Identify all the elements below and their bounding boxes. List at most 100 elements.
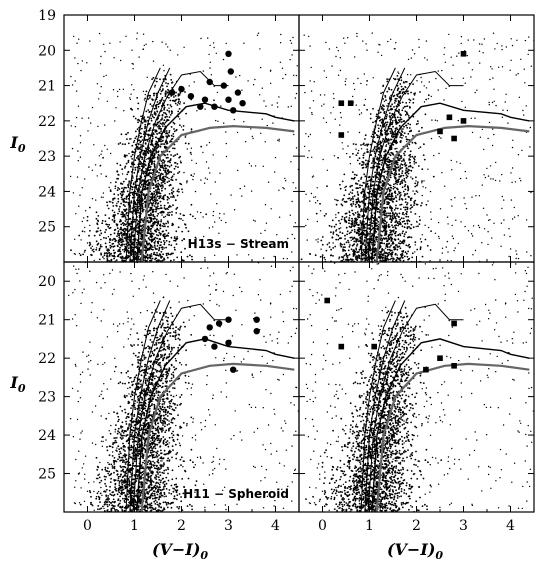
star-point (117, 245, 119, 248)
star-point (118, 232, 121, 235)
star-point (96, 230, 99, 233)
star-point (177, 166, 179, 169)
star-point (399, 240, 402, 243)
star-point (207, 167, 210, 169)
star-point (376, 224, 379, 227)
star-point (149, 143, 152, 146)
star-point (114, 187, 116, 190)
star-point (74, 80, 76, 82)
star-point (99, 63, 102, 65)
star-point (343, 200, 346, 203)
star-point (385, 221, 388, 224)
star-point (140, 184, 143, 186)
star-point (352, 203, 355, 205)
star-point (170, 252, 173, 255)
star-point (476, 89, 478, 91)
star-point (398, 198, 401, 201)
star-point (354, 217, 356, 220)
star-point (157, 234, 160, 237)
star-point (447, 259, 449, 262)
star-point (335, 233, 338, 236)
star-point (155, 210, 157, 213)
star-point (376, 208, 379, 211)
star-point (366, 184, 368, 186)
star-point (166, 181, 169, 184)
star-point (266, 124, 268, 127)
star-point (145, 90, 148, 93)
star-point (212, 154, 214, 156)
highlight-point (197, 103, 204, 110)
star-point (121, 198, 123, 201)
star-point (386, 255, 389, 258)
star-point (144, 93, 146, 96)
star-point (97, 215, 100, 217)
star-point (175, 102, 177, 105)
star-point (163, 111, 165, 114)
star-point (316, 187, 318, 189)
star-point (284, 73, 287, 76)
star-point (109, 238, 111, 240)
star-point (370, 252, 373, 255)
star-point (443, 53, 445, 56)
star-point (159, 238, 162, 241)
star-point (158, 171, 160, 174)
star-point (389, 130, 392, 133)
star-point (119, 246, 121, 249)
star-point (312, 175, 315, 177)
star-point (151, 105, 154, 107)
star-point (108, 223, 111, 226)
star-point (355, 237, 357, 240)
star-point (339, 183, 341, 186)
star-point (363, 104, 366, 106)
star-point (205, 213, 208, 216)
star-point (402, 230, 404, 233)
star-point (392, 133, 394, 136)
star-point (104, 220, 107, 223)
star-point (141, 229, 144, 232)
star-point (332, 106, 335, 109)
star-point (344, 246, 346, 249)
star-point (357, 193, 359, 196)
star-point (163, 216, 165, 219)
star-point (337, 234, 340, 237)
star-point (411, 256, 414, 259)
star-point (153, 205, 156, 207)
star-point (392, 185, 395, 188)
star-point (159, 174, 162, 177)
isochrone-track (129, 67, 171, 262)
star-point (395, 207, 397, 210)
star-point (101, 246, 103, 248)
star-point (360, 148, 363, 150)
star-point (282, 257, 285, 260)
star-point (106, 148, 109, 150)
star-point (260, 132, 262, 134)
star-point (166, 256, 169, 259)
star-point (392, 153, 395, 156)
star-point (400, 121, 403, 123)
star-point (162, 235, 165, 238)
star-point (520, 180, 522, 182)
star-point (341, 243, 343, 246)
star-point (171, 224, 174, 227)
star-point (155, 254, 158, 257)
star-point (150, 259, 153, 262)
star-point (107, 252, 109, 255)
star-point (119, 256, 122, 258)
star-point (472, 225, 475, 227)
star-point (88, 206, 91, 209)
star-point (154, 247, 157, 250)
star-point (379, 172, 381, 175)
star-point (392, 229, 395, 232)
star-point (170, 171, 173, 174)
star-point (156, 224, 159, 227)
star-point (384, 234, 387, 236)
star-point (385, 237, 388, 240)
star-point (141, 234, 143, 237)
star-point (257, 32, 260, 34)
star-point (416, 203, 419, 206)
star-point (380, 189, 382, 192)
star-point (156, 228, 159, 231)
star-point (173, 128, 175, 130)
star-point (378, 163, 381, 165)
star-point (162, 179, 164, 182)
